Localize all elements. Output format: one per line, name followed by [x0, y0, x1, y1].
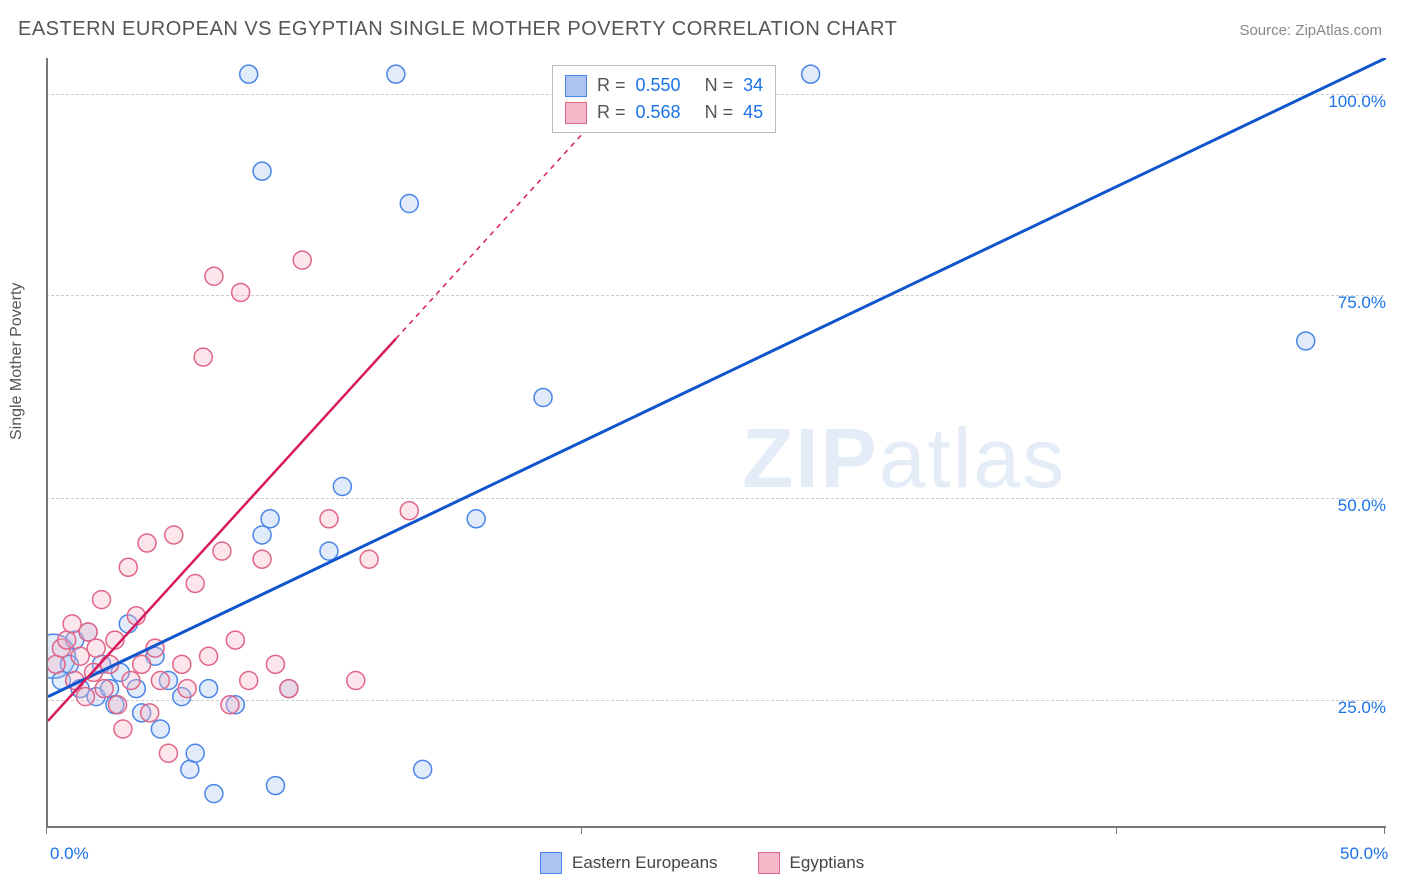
series-legend-label: Egyptians [790, 853, 865, 873]
x-tick-mark [1116, 826, 1117, 834]
scatter-point [63, 615, 81, 633]
scatter-point [109, 696, 127, 714]
scatter-point [213, 542, 231, 560]
legend-swatch [758, 852, 780, 874]
scatter-point [802, 65, 820, 83]
scatter-point [205, 267, 223, 285]
legend-swatch [540, 852, 562, 874]
scatter-point [280, 680, 298, 698]
scatter-point [122, 671, 140, 689]
scatter-point [205, 785, 223, 803]
scatter-point [186, 574, 204, 592]
scatter-point [333, 477, 351, 495]
scatter-point [119, 558, 137, 576]
scatter-point [240, 65, 258, 83]
scatter-point [141, 704, 159, 722]
scatter-point [173, 655, 191, 673]
scatter-point [253, 526, 271, 544]
scatter-point [400, 195, 418, 213]
scatter-point [320, 510, 338, 528]
trend-line [48, 58, 1386, 697]
scatter-point [93, 591, 111, 609]
scatter-point [360, 550, 378, 568]
legend-row: R = 0.568 N = 45 [565, 99, 763, 126]
scatter-point [79, 623, 97, 641]
scatter-point [200, 647, 218, 665]
scatter-point [226, 631, 244, 649]
scatter-point [58, 631, 76, 649]
series-legend-item: Eastern Europeans [540, 852, 718, 874]
x-tick-mark [1384, 826, 1385, 834]
legend-n-label: N = [705, 72, 734, 99]
scatter-point [151, 720, 169, 738]
x-tick-mark [46, 826, 47, 834]
scatter-point [95, 680, 113, 698]
scatter-point [76, 688, 94, 706]
plot-area: ZIPatlas [46, 58, 1386, 828]
scatter-point [320, 542, 338, 560]
legend-swatch [565, 75, 587, 97]
scatter-point [87, 639, 105, 657]
legend-n-label: N = [705, 99, 734, 126]
x-tick-mark [581, 826, 582, 834]
scatter-point [71, 647, 89, 665]
scatter-point [133, 655, 151, 673]
scatter-point [194, 348, 212, 366]
scatter-point [534, 389, 552, 407]
legend-r-value: 0.568 [636, 99, 681, 126]
scatter-point [48, 655, 65, 673]
scatter-point [1297, 332, 1315, 350]
legend-r-label: R = [597, 72, 626, 99]
scatter-point [221, 696, 239, 714]
y-tick-label: 50.0% [1338, 496, 1386, 516]
scatter-point [266, 777, 284, 795]
x-tick-label: 50.0% [1340, 844, 1388, 864]
y-tick-label: 25.0% [1338, 698, 1386, 718]
scatter-point [178, 680, 196, 698]
y-tick-label: 100.0% [1328, 92, 1386, 112]
legend-r-value: 0.550 [636, 72, 681, 99]
scatter-point [114, 720, 132, 738]
scatter-point [151, 671, 169, 689]
series-legend-label: Eastern Europeans [572, 853, 718, 873]
scatter-point [181, 760, 199, 778]
legend-n-value: 34 [743, 72, 763, 99]
chart-title: EASTERN EUROPEAN VS EGYPTIAN SINGLE MOTH… [18, 18, 897, 41]
scatter-point [159, 744, 177, 762]
scatter-point [293, 251, 311, 269]
trend-line [48, 339, 396, 721]
scatter-point [414, 760, 432, 778]
scatter-point [138, 534, 156, 552]
y-axis-label: Single Mother Poverty [8, 283, 26, 440]
source-attribution: Source: ZipAtlas.com [1239, 22, 1382, 39]
scatter-point [467, 510, 485, 528]
scatter-point [165, 526, 183, 544]
legend-swatch [565, 102, 587, 124]
scatter-point [232, 283, 250, 301]
x-tick-label: 0.0% [50, 844, 89, 864]
scatter-point [253, 550, 271, 568]
scatter-point [387, 65, 405, 83]
series-legend: Eastern Europeans Egyptians [540, 852, 864, 874]
legend-r-label: R = [597, 99, 626, 126]
scatter-point [266, 655, 284, 673]
legend-n-value: 45 [743, 99, 763, 126]
scatter-point [261, 510, 279, 528]
correlation-legend: R = 0.550 N = 34 R = 0.568 N = 45 [552, 65, 776, 133]
scatter-svg [48, 58, 1386, 826]
scatter-point [400, 502, 418, 520]
y-tick-label: 75.0% [1338, 293, 1386, 313]
scatter-point [240, 671, 258, 689]
scatter-point [186, 744, 204, 762]
legend-row: R = 0.550 N = 34 [565, 72, 763, 99]
scatter-point [200, 680, 218, 698]
scatter-point [347, 671, 365, 689]
scatter-point [253, 162, 271, 180]
series-legend-item: Egyptians [758, 852, 865, 874]
